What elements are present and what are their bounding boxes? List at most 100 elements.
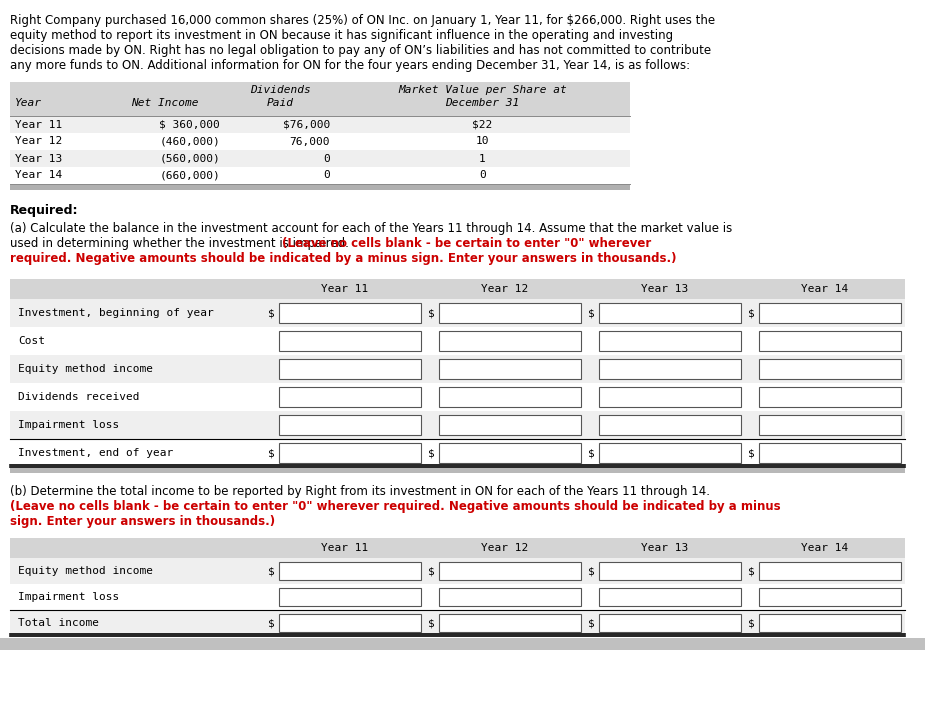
Text: Impairment loss: Impairment loss [18, 592, 119, 602]
Bar [279, 331, 421, 351]
Bar [10, 299, 905, 327]
Text: 0: 0 [479, 171, 486, 181]
Text: Year 12: Year 12 [481, 284, 528, 294]
Text: Impairment loss: Impairment loss [18, 420, 119, 430]
Text: Year 11: Year 11 [321, 284, 369, 294]
Bar [439, 562, 581, 580]
Bar [10, 610, 905, 636]
Bar [759, 331, 901, 351]
Text: (b) Determine the total income to be reported by Right from its investment in ON: (b) Determine the total income to be rep… [10, 485, 710, 498]
Bar [599, 359, 741, 379]
Text: $: $ [428, 566, 435, 576]
Text: 0: 0 [323, 171, 330, 181]
Text: Cost: Cost [18, 336, 45, 346]
Text: 76,000: 76,000 [290, 137, 330, 146]
Text: any more funds to ON. Additional information for ON for the four years ending De: any more funds to ON. Additional informa… [10, 59, 690, 72]
Text: Dividends received: Dividends received [18, 392, 140, 402]
Text: (660,000): (660,000) [159, 171, 220, 181]
Text: $: $ [268, 618, 275, 628]
Text: Year 14: Year 14 [15, 171, 62, 181]
Bar [439, 588, 581, 606]
Bar [759, 613, 901, 632]
Text: Paid: Paid [266, 98, 293, 108]
Bar [439, 359, 581, 379]
Text: $: $ [588, 448, 595, 458]
Bar [10, 150, 630, 167]
Bar [439, 443, 581, 463]
Bar [10, 411, 905, 439]
Text: $: $ [588, 618, 595, 628]
Text: Year 11: Year 11 [321, 543, 369, 553]
Bar [10, 468, 905, 473]
Text: $: $ [588, 308, 595, 318]
Text: Total income: Total income [18, 618, 99, 628]
Text: (Leave no cells blank - be certain to enter "0" wherever required. Negative amou: (Leave no cells blank - be certain to en… [10, 500, 781, 513]
Text: Year 11: Year 11 [15, 120, 62, 130]
Text: $: $ [428, 308, 435, 318]
Bar [10, 584, 905, 610]
Text: Year 13: Year 13 [641, 284, 688, 294]
Bar [439, 415, 581, 435]
Text: decisions made by ON. Right has no legal obligation to pay any of ON’s liabiliti: decisions made by ON. Right has no legal… [10, 44, 711, 57]
Text: $: $ [748, 566, 755, 576]
Bar [10, 167, 630, 184]
Bar [279, 443, 421, 463]
Bar [279, 303, 421, 323]
Text: $: $ [268, 448, 275, 458]
Bar [599, 613, 741, 632]
Text: Year 13: Year 13 [641, 543, 688, 553]
Text: (460,000): (460,000) [159, 137, 220, 146]
Bar [10, 116, 630, 133]
Bar [759, 415, 901, 435]
Text: Equity method income: Equity method income [18, 364, 153, 374]
Text: December 31: December 31 [445, 98, 520, 108]
Bar [439, 331, 581, 351]
Bar [599, 588, 741, 606]
Text: 10: 10 [475, 137, 489, 146]
Text: Year 12: Year 12 [15, 137, 62, 146]
Text: Investment, end of year: Investment, end of year [18, 448, 173, 458]
Text: equity method to report its investment in ON because it has significant influenc: equity method to report its investment i… [10, 29, 673, 42]
Bar [759, 387, 901, 407]
Text: Right Company purchased 16,000 common shares (25%) of ON Inc. on January 1, Year: Right Company purchased 16,000 common sh… [10, 14, 715, 27]
Bar [0, 638, 925, 650]
Text: 0: 0 [323, 153, 330, 163]
Text: Investment, beginning of year: Investment, beginning of year [18, 308, 214, 318]
Text: Required:: Required: [10, 204, 79, 217]
Bar [439, 613, 581, 632]
Bar [599, 387, 741, 407]
Text: $: $ [748, 618, 755, 628]
Text: sign. Enter your answers in thousands.): sign. Enter your answers in thousands.) [10, 515, 275, 528]
Bar [10, 538, 905, 558]
Bar [279, 588, 421, 606]
Bar [439, 303, 581, 323]
Text: (Leave no cells blank - be certain to enter "0" wherever: (Leave no cells blank - be certain to en… [281, 237, 651, 250]
Bar [10, 383, 905, 411]
Bar [10, 279, 905, 299]
Bar [10, 439, 905, 467]
Bar [10, 185, 630, 190]
Text: Net Income: Net Income [131, 98, 199, 108]
Text: $22: $22 [473, 120, 493, 130]
Bar [759, 562, 901, 580]
Text: $: $ [268, 308, 275, 318]
Bar [599, 443, 741, 463]
Bar [759, 588, 901, 606]
Text: $ 360,000: $ 360,000 [159, 120, 220, 130]
Text: Year 12: Year 12 [481, 543, 528, 553]
Text: Year 14: Year 14 [801, 284, 848, 294]
Bar [279, 562, 421, 580]
Bar [759, 359, 901, 379]
Bar [10, 558, 905, 584]
Text: Equity method income: Equity method income [18, 566, 153, 576]
Bar [599, 331, 741, 351]
Text: used in determining whether the investment is impaired.: used in determining whether the investme… [10, 237, 352, 250]
Text: $: $ [428, 618, 435, 628]
Bar [599, 303, 741, 323]
Text: Year: Year [15, 98, 42, 108]
Bar [279, 359, 421, 379]
Text: $: $ [748, 448, 755, 458]
Text: $: $ [748, 308, 755, 318]
Bar [279, 387, 421, 407]
Text: $: $ [588, 566, 595, 576]
